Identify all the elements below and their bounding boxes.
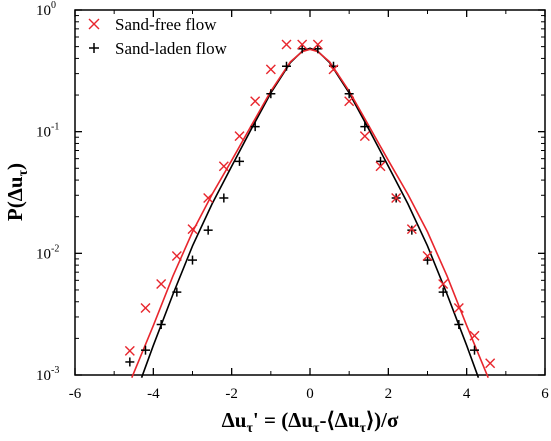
point-sand-free-flow — [453, 303, 464, 314]
x-title-part-1: Δu — [222, 408, 247, 432]
y-axis-title: P(Δuτ) — [3, 163, 31, 221]
point-sand-laden-flow — [423, 255, 432, 265]
fit-lines — [131, 47, 489, 379]
y-tick-base: 10 — [36, 246, 51, 262]
point-sand-laden-flow — [203, 225, 213, 235]
point-sand-laden-flow — [188, 255, 197, 265]
x-tick-label: -2 — [225, 386, 238, 402]
y-title-main: P(Δu — [3, 176, 27, 221]
point-sand-laden-flow — [282, 61, 291, 71]
x-title-sub-3: τ — [360, 421, 367, 436]
legend-item-sand-free-flow: Sand-free flow — [88, 15, 217, 34]
point-sand-laden-flow — [407, 225, 417, 235]
point-sand-laden-flow — [454, 320, 464, 330]
point-sand-laden-flow — [344, 89, 354, 99]
y-tick-exponent: 0 — [51, 0, 56, 11]
point-sand-laden-flow — [438, 287, 448, 297]
plot-frame — [74, 9, 546, 376]
point-sand-laden-flow — [156, 320, 166, 330]
point-sand-free-flow — [328, 64, 339, 75]
point-sand-laden-flow — [219, 193, 229, 203]
x-tick-label: 2 — [385, 386, 393, 402]
point-sand-laden-flow — [235, 156, 244, 166]
point-sand-free-flow — [218, 161, 229, 172]
point-sand-free-flow — [438, 278, 449, 289]
point-sand-free-flow — [124, 345, 135, 356]
y-tick-base: 10 — [36, 368, 51, 384]
legend-label-sand-laden-flow: Sand-laden flow — [115, 39, 228, 58]
point-sand-free-flow — [312, 39, 323, 50]
fit-line-sand-laden-flow — [140, 47, 480, 378]
x-tick-label: -6 — [69, 386, 82, 402]
legend-marker-sand-free-flow — [88, 18, 100, 30]
data-markers — [124, 39, 496, 369]
x-tick-label: 4 — [463, 386, 471, 402]
point-sand-free-flow — [422, 251, 433, 262]
y-title-sub: τ — [16, 169, 31, 176]
point-sand-free-flow — [250, 96, 261, 107]
y-tick-exponent: -2 — [51, 243, 59, 254]
y-tick-label: 100 — [36, 0, 56, 19]
point-sand-laden-flow — [172, 287, 182, 297]
x-tick-label: 0 — [306, 386, 314, 402]
point-sand-free-flow — [297, 39, 308, 50]
y-tick-label: 10-2 — [36, 243, 59, 262]
point-sand-laden-flow — [125, 357, 135, 367]
point-sand-free-flow — [156, 278, 167, 289]
point-sand-free-flow — [485, 358, 496, 369]
y-tick-exponent: -1 — [51, 122, 59, 133]
point-sand-laden-flow — [141, 345, 150, 355]
x-title-part-3: -⟨Δu — [319, 408, 359, 432]
point-sand-free-flow — [234, 131, 245, 142]
point-sand-free-flow — [140, 303, 151, 314]
x-axis-title: Δuτ' = (Δuτ-⟨Δuτ⟩)/σ — [222, 408, 399, 436]
point-sand-laden-flow — [297, 44, 307, 54]
point-sand-laden-flow — [313, 44, 323, 54]
x-tick-label: -4 — [147, 386, 160, 402]
point-sand-free-flow — [375, 161, 386, 172]
point-sand-free-flow — [281, 39, 292, 50]
point-sand-free-flow — [344, 96, 355, 107]
point-sand-free-flow — [203, 192, 214, 203]
y-title-tail: ) — [3, 163, 27, 170]
point-sand-laden-flow — [360, 122, 370, 132]
point-sand-laden-flow — [250, 122, 260, 132]
point-sand-laden-flow — [376, 156, 385, 166]
point-sand-free-flow — [171, 251, 182, 262]
point-sand-free-flow — [359, 131, 370, 142]
point-sand-free-flow — [469, 330, 480, 341]
point-sand-free-flow — [187, 224, 198, 235]
x-title-sub-2: τ — [313, 421, 320, 436]
y-tick-base: 10 — [36, 125, 51, 141]
x-title-part-4: ⟩)/σ — [366, 408, 399, 432]
x-tick-label: 6 — [541, 386, 549, 402]
point-sand-laden-flow — [266, 89, 276, 99]
legend: Sand-free flow Sand-laden flow — [88, 15, 228, 58]
legend-marker-sand-laden-flow — [89, 43, 99, 53]
point-sand-laden-flow — [470, 345, 479, 355]
legend-item-sand-laden-flow: Sand-laden flow — [89, 39, 228, 58]
point-sand-free-flow — [391, 192, 402, 203]
y-tick-label: 10-3 — [36, 365, 59, 384]
point-sand-free-flow — [406, 224, 417, 235]
legend-label-sand-free-flow: Sand-free flow — [115, 15, 217, 34]
y-tick-exponent: -3 — [51, 365, 59, 376]
x-title-sub-1: τ — [246, 421, 253, 436]
y-tick-label: 10-1 — [36, 122, 59, 141]
x-title-part-2: ' = (Δu — [253, 408, 313, 432]
fit-line-sand-free-flow — [131, 48, 489, 379]
point-sand-free-flow — [265, 64, 276, 75]
y-tick-base: 10 — [36, 3, 51, 19]
